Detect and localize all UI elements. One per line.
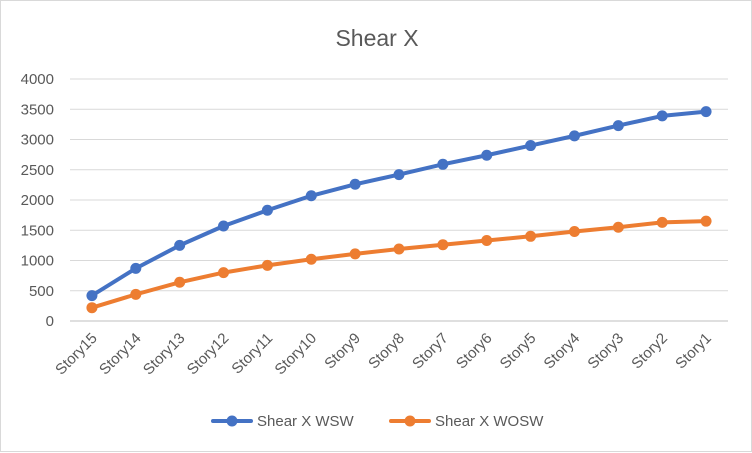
x-tick-label: Story14 (96, 330, 145, 379)
data-point (349, 248, 361, 260)
x-tick-label: Story10 (272, 330, 321, 379)
data-point (86, 302, 98, 314)
y-tick-label: 3500 (21, 101, 54, 118)
x-tick-label: Story8 (365, 330, 408, 373)
x-tick-label: Story15 (52, 330, 101, 379)
data-point (393, 243, 405, 255)
data-point (656, 110, 668, 122)
x-tick-label: Story6 (453, 330, 496, 373)
x-tick-label: Story2 (628, 330, 671, 373)
data-point (700, 106, 712, 118)
x-tick-label: Story9 (321, 330, 364, 373)
data-point (218, 220, 230, 232)
y-tick-label: 3000 (21, 132, 54, 149)
x-tick-label: Story7 (409, 330, 452, 373)
x-axis-ticks: Story15Story14Story13Story12Story11Story… (52, 330, 715, 379)
data-point (525, 140, 537, 152)
data-point (437, 239, 449, 251)
legend-label: Shear X WSW (257, 413, 355, 430)
x-tick-label: Story3 (584, 330, 627, 373)
data-point (525, 230, 537, 242)
y-tick-label: 1000 (21, 253, 54, 270)
legend-label: Shear X WOSW (435, 413, 544, 430)
data-point (261, 259, 273, 271)
data-point (437, 158, 449, 170)
x-tick-label: Story5 (497, 330, 540, 373)
data-point (130, 288, 142, 300)
legend-swatch-marker (404, 415, 416, 427)
chart-title: Shear X (335, 25, 418, 51)
data-point (481, 149, 493, 161)
series-lines (86, 106, 712, 314)
data-point (174, 276, 186, 288)
data-point (568, 225, 580, 237)
data-point (700, 215, 712, 227)
data-point (656, 216, 668, 228)
data-point (218, 267, 230, 279)
y-tick-label: 0 (46, 313, 54, 330)
data-point (86, 290, 98, 302)
series-line-2 (89, 219, 709, 310)
data-point (305, 253, 317, 265)
data-point (174, 239, 186, 251)
data-point (612, 221, 624, 233)
y-tick-label: 4000 (21, 71, 54, 88)
x-tick-label: Story4 (541, 330, 584, 373)
data-point (481, 235, 493, 247)
y-tick-label: 2500 (21, 162, 54, 179)
data-point (130, 262, 142, 274)
legend: Shear X WSW Shear X WOSW (211, 413, 544, 430)
x-tick-label: Story12 (184, 330, 233, 379)
y-tick-label: 500 (29, 283, 54, 300)
data-point (261, 204, 273, 216)
x-tick-label: Story1 (672, 330, 715, 373)
legend-swatch-marker (226, 415, 238, 427)
x-tick-label: Story11 (228, 330, 276, 378)
data-point (568, 130, 580, 142)
y-axis-ticks: 0 500 1000 1500 2000 2500 3000 3500 4000 (21, 71, 54, 330)
data-point (349, 178, 361, 190)
data-point (305, 190, 317, 202)
data-point (393, 169, 405, 181)
data-point (612, 120, 624, 132)
y-tick-label: 2000 (21, 192, 54, 209)
y-tick-label: 1500 (21, 222, 54, 239)
x-tick-label: Story13 (140, 330, 189, 379)
